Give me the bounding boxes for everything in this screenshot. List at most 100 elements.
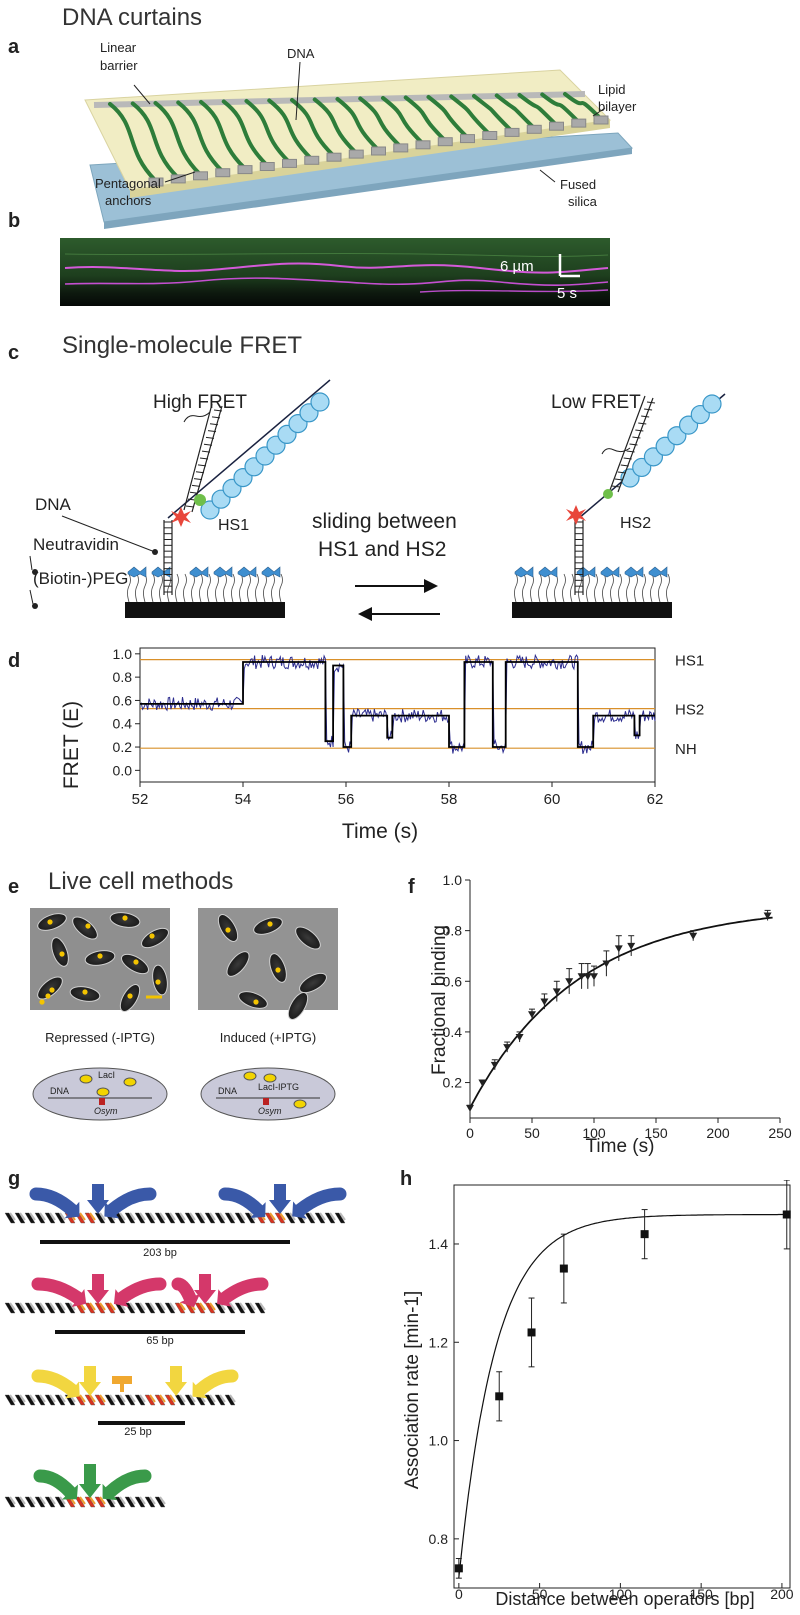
blue-arrow-head xyxy=(269,1200,291,1214)
helix-segment xyxy=(134,1394,146,1406)
peg-chain xyxy=(247,573,251,603)
x-tick-label: 200 xyxy=(706,1125,730,1141)
surface xyxy=(125,602,285,618)
helix-backbone xyxy=(239,1212,246,1221)
live-cell-panel: Repressed (-IPTG) Induced (+IPTG) DNA La… xyxy=(30,908,338,1121)
peg-chain xyxy=(570,573,574,603)
data-point xyxy=(565,978,574,986)
helix-segment xyxy=(94,1394,106,1406)
pentagonal-anchor xyxy=(326,152,342,162)
helix-segment xyxy=(14,1496,26,1508)
label-dna: DNA xyxy=(287,46,315,61)
section-title-smfret: Single-molecule FRET xyxy=(62,332,303,359)
helix-backbone xyxy=(79,1212,86,1221)
panel-letter-c: c xyxy=(8,342,20,364)
protein-bead xyxy=(702,394,722,414)
helix-segment xyxy=(224,1394,236,1406)
helix-segment xyxy=(34,1394,46,1406)
helix-segment xyxy=(304,1212,316,1224)
peg-brush xyxy=(514,573,670,603)
helix-backbone xyxy=(159,1302,166,1311)
fluorescent-spot xyxy=(267,921,273,927)
x-tick-label: 0 xyxy=(466,1125,474,1141)
x-tick-label: 60 xyxy=(544,791,561,808)
helix-backbone xyxy=(19,1302,26,1311)
helix-segment xyxy=(254,1302,266,1314)
dna-rung xyxy=(193,478,203,481)
dna-strand xyxy=(290,98,335,158)
leader-line xyxy=(539,169,556,183)
y-tick-label: 1.0 xyxy=(113,646,133,662)
peg-chain xyxy=(199,573,203,603)
dna-strand xyxy=(244,99,291,164)
fractional-binding-chart: Fractional binding Time (s) 0 50 100 150 200… xyxy=(429,872,792,1157)
y-tick-label: 0.6 xyxy=(113,692,133,708)
y-tick-label: 0.4 xyxy=(113,716,133,732)
leader-line xyxy=(164,171,196,183)
fluorescent-spot xyxy=(45,993,51,999)
helix-segment xyxy=(144,1394,156,1406)
helix-segment xyxy=(24,1394,36,1406)
blue-arrow-head xyxy=(292,1201,307,1219)
neutravidin xyxy=(600,566,620,578)
high-fret-label: High FRET xyxy=(153,392,247,413)
helix-segment xyxy=(64,1302,76,1314)
dna-strand xyxy=(335,97,380,151)
peg-brush xyxy=(127,573,283,603)
helix-backbone xyxy=(9,1496,16,1505)
repressed-label: Repressed (-IPTG) xyxy=(45,1030,155,1045)
green-arrow xyxy=(33,1469,77,1499)
helix-backbone xyxy=(89,1496,96,1505)
peg-chain xyxy=(650,573,654,603)
y-axis-label: FRET (E) xyxy=(60,701,83,789)
schematic-dna-label: DNA xyxy=(218,1086,237,1096)
peg-chain xyxy=(263,573,267,603)
dna-rung xyxy=(614,478,623,481)
fluorescent-spot xyxy=(149,933,155,939)
blue-arrow xyxy=(218,1187,265,1217)
helix-backbone xyxy=(59,1212,66,1221)
dna-rung xyxy=(623,457,632,460)
helix-segment xyxy=(184,1212,196,1224)
helix-backbone xyxy=(89,1212,96,1221)
pentagonal-anchor xyxy=(148,177,164,187)
dna-strand xyxy=(563,92,602,120)
dna-rung xyxy=(211,416,221,419)
idealized-fret-trace xyxy=(140,661,655,748)
pink-arrow xyxy=(31,1277,85,1305)
helix-segment xyxy=(4,1212,16,1224)
dna-strand xyxy=(267,98,313,161)
peg-label: (Biotin-)PEG xyxy=(33,569,128,588)
dna-strand xyxy=(176,100,224,173)
data-point xyxy=(454,1564,463,1573)
y-tick-label: 0.2 xyxy=(443,1075,463,1091)
peg-chain xyxy=(554,573,558,603)
neutravidin xyxy=(261,566,281,578)
helix-backbone xyxy=(29,1394,36,1403)
peg-chain xyxy=(183,573,187,603)
pentagonal-anchor xyxy=(282,158,297,168)
dna-rung xyxy=(209,423,219,426)
bacterial-cell xyxy=(226,951,250,977)
fluorescent-spot xyxy=(85,923,91,929)
helix-segment xyxy=(94,1496,106,1508)
pentagonal-anchor xyxy=(549,121,564,131)
helix-segment xyxy=(124,1496,136,1508)
y-tick-label: 0.8 xyxy=(443,923,463,939)
pink-arrow-head xyxy=(71,1288,87,1308)
yellow-arrow xyxy=(193,1369,239,1397)
dna-rung xyxy=(611,485,621,488)
label-fused: Fused xyxy=(560,177,596,192)
bacterial-cell xyxy=(51,937,69,967)
peg-chain xyxy=(151,573,155,603)
pentagonal-anchor xyxy=(460,134,475,144)
y-tick-label: 0.6 xyxy=(443,973,463,989)
helix-backbone xyxy=(139,1394,146,1403)
helix-segment xyxy=(194,1302,206,1314)
panel-letter-a: a xyxy=(8,36,20,58)
fluorescent-spot xyxy=(59,951,65,957)
data-point xyxy=(466,1104,474,1112)
high-fret-construct: HS1 xyxy=(125,379,331,618)
peg-chain xyxy=(642,573,646,603)
panel-letter-d: d xyxy=(8,650,21,672)
